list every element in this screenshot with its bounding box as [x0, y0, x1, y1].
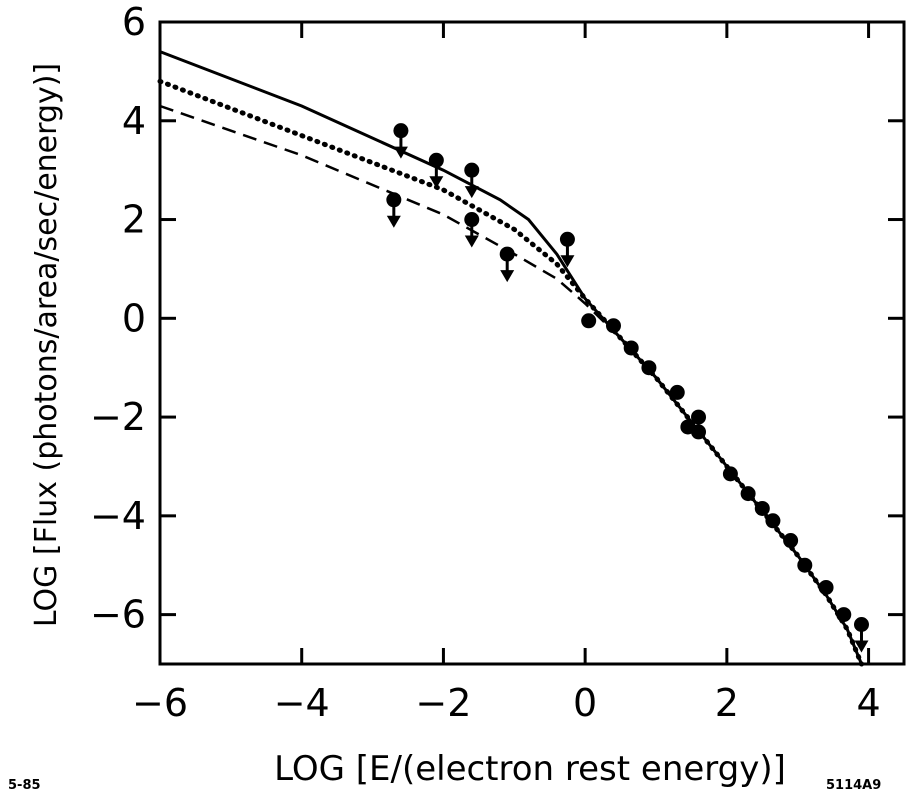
upper-limit-arrowhead	[464, 235, 479, 248]
y-tick-label: 2	[122, 198, 146, 242]
upper-limit-marker	[393, 123, 409, 159]
upper-limit-arrowhead	[560, 255, 575, 268]
data-point	[691, 424, 707, 440]
footer-code-left: 5-85	[8, 778, 41, 793]
y-axis-label: LOG [Flux (photons/area/sec/energy)]	[29, 63, 64, 627]
upper-limit-arrowhead	[393, 146, 408, 159]
x-tick-label: −4	[274, 681, 330, 725]
data-point	[818, 579, 834, 595]
data-point	[754, 500, 770, 516]
upper-limit-arrowhead	[854, 640, 869, 653]
upper-limit-arrowhead	[429, 176, 444, 189]
data-point	[581, 313, 597, 329]
y-tick-label: −4	[90, 494, 146, 538]
upper-limit-marker	[464, 212, 480, 248]
data-point	[605, 318, 621, 334]
upper-limit-marker	[499, 246, 515, 283]
plot-frame	[158, 20, 906, 666]
upper-limit-marker	[853, 616, 869, 653]
data-point	[722, 466, 738, 482]
upper-limit-arrowhead	[464, 186, 479, 199]
y-tick-label: −2	[90, 395, 146, 439]
upper-limit-arrowhead	[500, 270, 515, 283]
upper-limits	[386, 123, 869, 653]
x-tick-label: 4	[856, 681, 880, 725]
x-tick-label: −6	[132, 681, 188, 725]
data-point	[691, 409, 707, 425]
x-tick-label: 2	[715, 681, 739, 725]
upper-limit-marker	[464, 162, 480, 199]
y-tick-label: 4	[122, 99, 146, 143]
data-point	[765, 513, 781, 529]
upper-limit-marker	[559, 231, 575, 268]
x-tick-labels: −6 −4 −2 0 2 4	[132, 681, 881, 725]
y-tick-labels: −6 −4 −2 0 2 4 6	[90, 0, 146, 637]
data-point	[669, 384, 685, 400]
data-point	[623, 340, 639, 356]
footer-code-right: 5114A9	[826, 778, 882, 793]
upper-limit-marker	[428, 152, 444, 189]
curve-dashed	[159, 104, 863, 665]
data-point	[641, 360, 657, 376]
data-points	[581, 313, 852, 623]
data-point	[740, 486, 756, 502]
upper-limit-arrowhead	[386, 215, 401, 228]
data-point	[783, 533, 799, 549]
curves	[157, 50, 864, 667]
ticks	[158, 20, 904, 664]
curve-dotted	[157, 78, 864, 667]
upper-limit-marker	[386, 192, 402, 228]
x-axis-label: LOG [E/(electron rest energy)]	[274, 749, 786, 789]
data-point	[836, 607, 852, 623]
y-tick-label: 6	[122, 0, 146, 44]
x-tick-label: −2	[415, 681, 471, 725]
y-tick-label: −6	[90, 593, 146, 637]
x-tick-label: 0	[573, 681, 597, 725]
y-tick-label: 0	[122, 296, 146, 340]
data-point	[797, 557, 813, 573]
